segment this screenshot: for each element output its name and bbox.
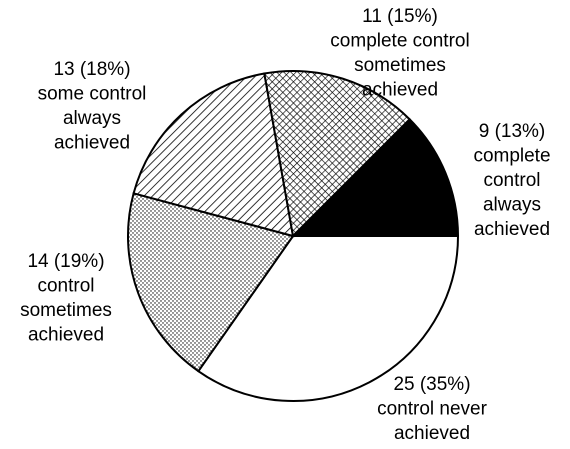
slice-category-label: sometimes bbox=[354, 55, 446, 76]
slice-value-label: 11 (15%) bbox=[362, 6, 438, 27]
slice-value-label: 13 (18%) bbox=[53, 59, 130, 80]
slice-value-label: 9 (13%) bbox=[479, 121, 546, 142]
slice-category-label: some control bbox=[38, 84, 147, 105]
pie-slice bbox=[290, 117, 460, 237]
slice-category-label: always bbox=[483, 195, 541, 216]
slice-category-label: achieved bbox=[54, 133, 130, 154]
slice-category-label: complete bbox=[473, 146, 550, 167]
pie-slice bbox=[127, 192, 295, 373]
slice-category-label: control bbox=[483, 170, 540, 191]
slice-category-label: control never bbox=[377, 399, 488, 420]
slice-category-label: control bbox=[37, 276, 94, 297]
slice-category-label: always bbox=[63, 108, 121, 129]
pie-slice bbox=[196, 235, 460, 402]
slice-value-label: 14 (19%) bbox=[27, 251, 104, 272]
slice-category-label: achieved bbox=[28, 325, 104, 346]
slice-category-label: sometimes bbox=[20, 300, 112, 321]
slice-category-label: achieved bbox=[474, 219, 550, 240]
slice-value-label: 25 (35%) bbox=[393, 374, 470, 395]
slice-category-label: achieved bbox=[394, 423, 470, 444]
slice-category-label: complete control bbox=[330, 31, 469, 52]
pie-slice bbox=[263, 70, 412, 239]
pie-slice bbox=[132, 72, 295, 238]
slice-category-label: achieved bbox=[362, 80, 438, 101]
